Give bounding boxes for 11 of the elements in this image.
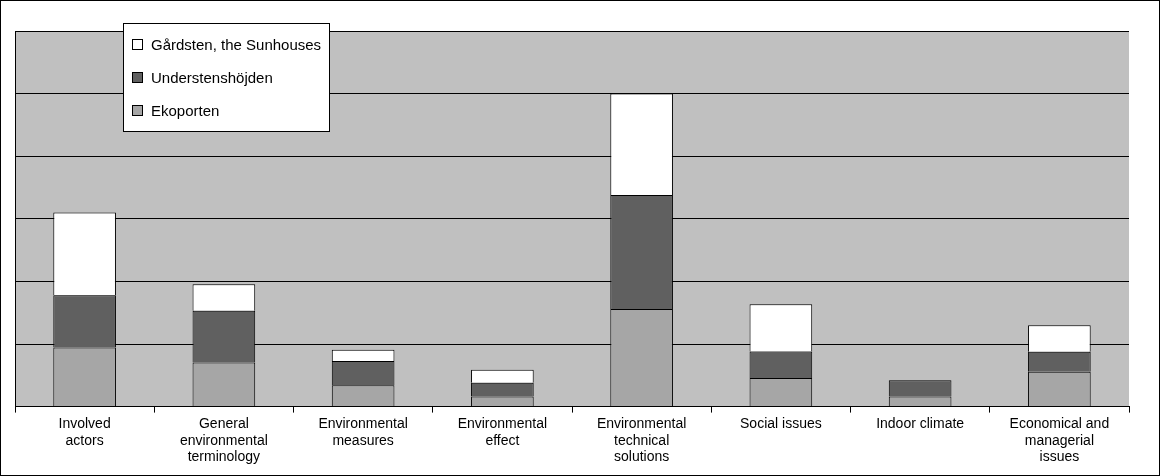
x-tick-label: Indoor climate [876,414,965,431]
legend-label: Understenshöjden [151,69,273,86]
x-tick-label: Social issues [740,414,822,431]
x-tick-label: Involved actors [58,414,111,448]
legend-label: Gårdsten, the Sunhouses [151,36,322,53]
x-tick-label: Environmental effect [457,414,548,448]
x-tick-label: Environmental measures [318,414,408,448]
legend-label: Ekoporten [151,102,220,119]
x-tick-label: Environmental technical solutions [596,414,687,465]
x-tick-label: General environmental terminology [179,414,268,465]
x-tick-label: Economical and managerial issues [1009,414,1110,465]
